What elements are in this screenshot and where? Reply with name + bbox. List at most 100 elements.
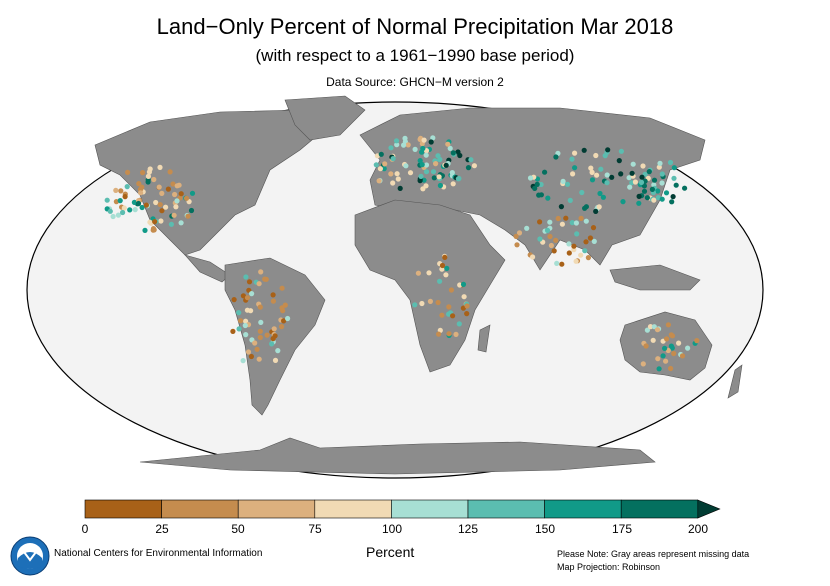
station-marker [669,345,675,351]
southeast-asia-islands-land [609,264,701,291]
station-marker [176,182,182,188]
tick-label: 100 [381,522,403,536]
station-marker [537,219,543,225]
station-marker [254,346,260,352]
station-marker [236,310,242,316]
station-marker [243,274,249,280]
station-marker [670,194,676,200]
station-marker [553,154,559,160]
station-marker [588,165,594,171]
station-marker [443,272,449,278]
station-marker [264,332,270,338]
station-marker [240,358,246,364]
station-marker [436,331,442,337]
station-marker [573,258,579,264]
station-marker [139,204,145,211]
station-marker [412,146,418,152]
station-marker [644,327,651,333]
station-marker [121,205,127,211]
station-marker [651,197,657,203]
station-marker [659,180,665,186]
station-marker [131,199,137,205]
station-marker [156,184,162,190]
station-marker [604,172,610,178]
station-marker [514,242,520,248]
tick-label: 50 [231,522,245,536]
station-marker [590,225,597,231]
station-marker [574,231,580,237]
station-marker [446,331,452,337]
station-marker [627,184,633,190]
station-marker [578,252,584,258]
station-marker [578,215,584,221]
station-marker [669,333,676,339]
station-marker [443,162,449,168]
station-marker [120,209,126,216]
station-marker [401,142,407,148]
station-marker [598,166,604,172]
station-marker [246,279,253,285]
map-subtitle: (with respect to a 1961−1990 base period… [255,46,575,65]
station-marker [118,188,124,194]
station-marker [554,260,560,266]
station-marker [527,175,534,181]
station-marker [145,173,151,179]
madagascar-land [477,324,491,353]
station-marker [381,166,387,172]
station-marker [646,169,652,175]
station-marker [376,178,382,184]
station-marker [542,169,548,175]
station-marker [127,207,133,213]
station-marker [439,312,445,318]
station-marker [117,198,123,204]
station-marker [532,185,538,191]
station-marker [573,220,580,226]
station-marker [585,255,592,261]
station-marker [445,141,451,147]
station-marker [135,200,142,207]
tick-label: 0 [81,522,89,536]
station-marker [388,171,394,177]
station-marker [668,365,674,372]
station-marker [461,294,467,300]
station-marker [456,321,462,327]
station-marker [407,170,414,176]
station-marker [115,212,121,218]
station-marker [281,318,287,324]
colorbar-bin-25-50 [161,499,239,519]
station-marker [394,142,400,148]
station-marker [662,345,668,351]
station-marker [285,315,291,322]
station-marker [663,358,669,364]
station-marker [252,340,258,346]
tick-label: 25 [155,522,169,536]
station-marker [654,327,661,333]
station-marker [423,169,430,175]
station-marker [464,303,470,309]
station-marker [178,220,184,226]
station-marker [151,176,157,183]
station-marker [571,243,577,249]
station-marker [240,293,246,299]
station-marker [450,313,456,319]
station-marker [530,254,536,260]
station-marker [159,208,165,214]
station-marker [641,188,648,194]
station-marker [597,190,603,197]
station-marker [230,328,236,334]
station-marker [673,182,679,188]
station-marker [664,336,670,342]
tick-label: 75 [308,522,322,536]
station-marker [630,161,636,167]
map-title: Land−Only Percent of Normal Precipitatio… [156,14,674,39]
station-marker [660,353,666,359]
station-marker [583,204,590,210]
station-marker [538,181,544,188]
station-marker [428,139,434,145]
greenland-land [284,95,366,141]
station-marker [153,199,159,206]
station-marker [125,169,131,175]
station-marker [671,350,677,357]
station-marker [450,181,456,187]
new-zealand-land [727,364,743,399]
